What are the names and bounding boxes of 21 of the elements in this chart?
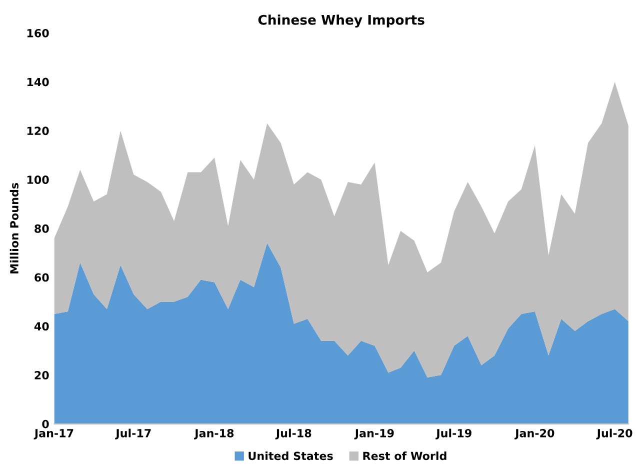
x-tick-label: Jul-20 — [596, 428, 632, 440]
y-tick-label: 40 — [34, 322, 49, 331]
legend-label: Rest of World — [363, 451, 446, 460]
y-tick-label: 100 — [27, 176, 49, 184]
y-tick-label: 160 — [27, 28, 49, 38]
y-tick-label: 60 — [34, 273, 49, 282]
y-tick-label: 20 — [34, 371, 49, 380]
x-tick-label: Jul-19 — [436, 428, 472, 440]
y-tick-label: 0 — [42, 420, 49, 428]
y-tick-label: 120 — [27, 126, 49, 136]
x-tick-label: Jan-18 — [194, 428, 234, 440]
chart-title: Chinese Whey Imports — [258, 14, 424, 28]
x-tick-label: Jul-18 — [275, 428, 312, 440]
y-axis-title: Million Pounds — [10, 183, 18, 274]
y-tick-label: 140 — [27, 78, 49, 86]
x-tick-label: Jan-19 — [354, 428, 394, 440]
x-tick-label: Jan-20 — [514, 428, 554, 440]
legend-label: United States — [248, 451, 333, 460]
x-tick-label: Jul-17 — [115, 428, 151, 440]
y-tick-label: 80 — [34, 224, 49, 233]
x-tick-label: Jan-17 — [34, 429, 74, 440]
